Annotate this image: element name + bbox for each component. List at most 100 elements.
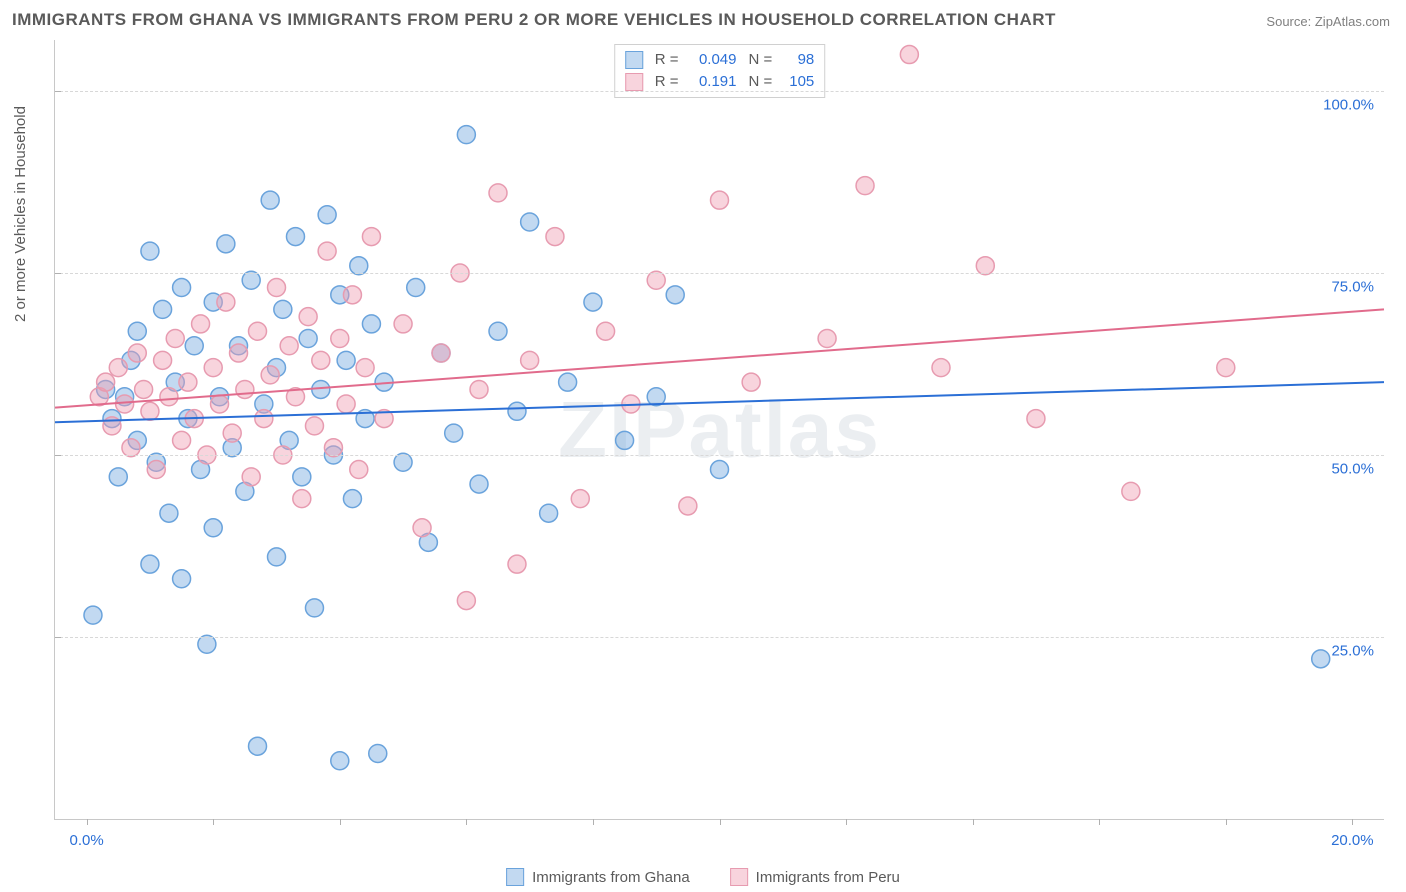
scatter-point-peru [356, 359, 374, 377]
scatter-point-peru [856, 177, 874, 195]
scatter-point-peru [312, 351, 330, 369]
scatter-point-ghana [489, 322, 507, 340]
scatter-point-ghana [154, 300, 172, 318]
scatter-point-ghana [109, 468, 127, 486]
scatter-point-peru [293, 490, 311, 508]
scatter-point-peru [154, 351, 172, 369]
scatter-plot-svg [55, 40, 1384, 819]
scatter-point-ghana [666, 286, 684, 304]
y-axis-tick-label: 25.0% [1331, 642, 1374, 659]
scatter-point-peru [489, 184, 507, 202]
scatter-point-ghana [540, 504, 558, 522]
scatter-point-peru [932, 359, 950, 377]
y-axis-title: 2 or more Vehicles in Household [12, 106, 29, 322]
legend-n-label: N = [749, 49, 773, 71]
y-axis-tick-label: 100.0% [1323, 96, 1374, 113]
legend-item-ghana: Immigrants from Ghana [506, 868, 690, 886]
scatter-point-ghana [185, 337, 203, 355]
scatter-point-ghana [160, 504, 178, 522]
scatter-point-peru [230, 344, 248, 362]
legend-series: Immigrants from Ghana Immigrants from Pe… [506, 868, 900, 886]
scatter-point-ghana [457, 126, 475, 144]
scatter-point-ghana [274, 300, 292, 318]
scatter-point-ghana [369, 744, 387, 762]
scatter-point-peru [1217, 359, 1235, 377]
legend-stats: R = 0.049 N = 98 R = 0.191 N = 105 [614, 44, 826, 98]
scatter-point-peru [1122, 482, 1140, 500]
legend-r-label: R = [655, 71, 679, 93]
scatter-point-ghana [128, 322, 146, 340]
scatter-point-peru [742, 373, 760, 391]
scatter-point-ghana [521, 213, 539, 231]
legend-label-ghana: Immigrants from Ghana [532, 869, 690, 886]
scatter-point-ghana [268, 548, 286, 566]
scatter-point-peru [394, 315, 412, 333]
scatter-point-peru [305, 417, 323, 435]
scatter-point-ghana [445, 424, 463, 442]
scatter-point-peru [109, 359, 127, 377]
scatter-point-peru [711, 191, 729, 209]
scatter-point-peru [546, 228, 564, 246]
scatter-point-peru [521, 351, 539, 369]
chart-title: IMMIGRANTS FROM GHANA VS IMMIGRANTS FROM… [12, 10, 1056, 30]
scatter-point-peru [97, 373, 115, 391]
scatter-point-peru [1027, 410, 1045, 428]
x-axis-tick-label: 0.0% [70, 832, 104, 849]
scatter-point-peru [818, 329, 836, 347]
legend-swatch-peru-bottom [730, 868, 748, 886]
scatter-point-peru [362, 228, 380, 246]
scatter-point-peru [147, 461, 165, 479]
scatter-point-peru [432, 344, 450, 362]
scatter-point-ghana [559, 373, 577, 391]
scatter-point-peru [236, 380, 254, 398]
scatter-point-peru [331, 329, 349, 347]
scatter-point-peru [261, 366, 279, 384]
source-label: Source: [1266, 14, 1311, 29]
scatter-point-ghana [362, 315, 380, 333]
scatter-point-peru [508, 555, 526, 573]
legend-r-label: R = [655, 49, 679, 71]
legend-r-value-ghana: 0.049 [687, 49, 737, 71]
scatter-point-ghana [141, 555, 159, 573]
scatter-point-peru [135, 380, 153, 398]
scatter-point-peru [343, 286, 361, 304]
scatter-point-ghana [337, 351, 355, 369]
scatter-point-ghana [286, 228, 304, 246]
scatter-point-peru [242, 468, 260, 486]
y-axis-tick-label: 75.0% [1331, 278, 1374, 295]
scatter-point-peru [470, 380, 488, 398]
scatter-point-peru [179, 373, 197, 391]
scatter-point-ghana [331, 752, 349, 770]
scatter-point-ghana [711, 461, 729, 479]
scatter-point-ghana [299, 329, 317, 347]
scatter-point-peru [249, 322, 267, 340]
scatter-point-ghana [343, 490, 361, 508]
scatter-point-peru [223, 424, 241, 442]
legend-n-value-peru: 105 [780, 71, 814, 93]
scatter-point-peru [255, 410, 273, 428]
scatter-point-peru [116, 395, 134, 413]
scatter-point-peru [350, 461, 368, 479]
scatter-point-ghana [508, 402, 526, 420]
scatter-point-ghana [173, 279, 191, 297]
x-axis-tick-label: 20.0% [1331, 832, 1374, 849]
scatter-point-peru [160, 388, 178, 406]
scatter-point-peru [204, 359, 222, 377]
scatter-point-peru [571, 490, 589, 508]
scatter-point-peru [337, 395, 355, 413]
scatter-point-peru [141, 402, 159, 420]
scatter-point-peru [217, 293, 235, 311]
legend-stats-row-peru: R = 0.191 N = 105 [625, 71, 815, 93]
legend-n-value-ghana: 98 [780, 49, 814, 71]
scatter-point-ghana [305, 599, 323, 617]
scatter-point-peru [457, 592, 475, 610]
scatter-point-ghana [470, 475, 488, 493]
scatter-point-ghana [318, 206, 336, 224]
legend-swatch-ghana [625, 51, 643, 69]
scatter-point-ghana [616, 431, 634, 449]
chart-plot-area: ZIPatlas R = 0.049 N = 98 R = 0.191 N = … [54, 40, 1384, 820]
scatter-point-peru [280, 337, 298, 355]
scatter-point-peru [299, 308, 317, 326]
scatter-point-peru [900, 46, 918, 64]
legend-label-peru: Immigrants from Peru [756, 869, 900, 886]
